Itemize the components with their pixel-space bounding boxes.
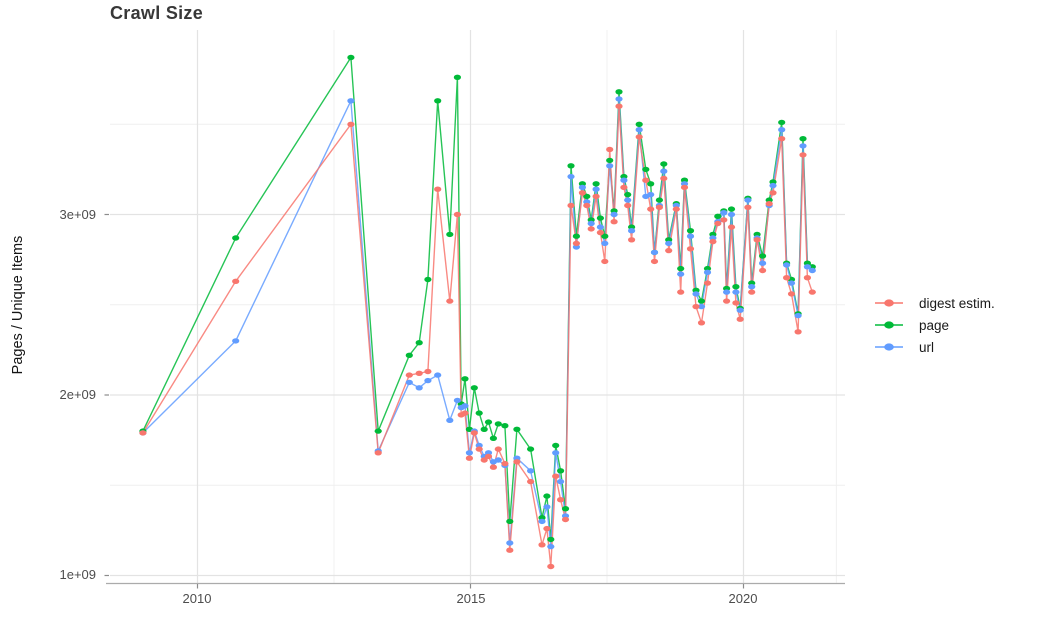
legend-key-digest-icon xyxy=(875,299,903,307)
y-tick-label-2e09: 2e+09 xyxy=(59,387,96,402)
legend: digest estim. page url xyxy=(874,292,995,358)
legend-label-digest: digest estim. xyxy=(919,295,995,311)
legend-item-page: page xyxy=(874,314,995,336)
y-tick-label-3e09: 3e+09 xyxy=(59,207,96,222)
legend-item-digest: digest estim. xyxy=(874,292,995,314)
x-tick-label-2010: 2010 xyxy=(182,591,212,606)
legend-key-page-icon xyxy=(875,321,903,329)
y-axis-title: Pages / Unique Items xyxy=(10,235,26,375)
chart-title: Crawl Size xyxy=(110,3,204,23)
legend-key-url-icon xyxy=(875,343,903,351)
x-tick-label-2020: 2020 xyxy=(728,591,758,606)
legend-label-url: url xyxy=(919,339,935,355)
legend-item-url: url xyxy=(874,336,995,358)
legend-label-page: page xyxy=(919,317,950,333)
y-tick-label-1e09: 1e+09 xyxy=(59,567,96,582)
x-tick-label-2015: 2015 xyxy=(456,591,486,606)
